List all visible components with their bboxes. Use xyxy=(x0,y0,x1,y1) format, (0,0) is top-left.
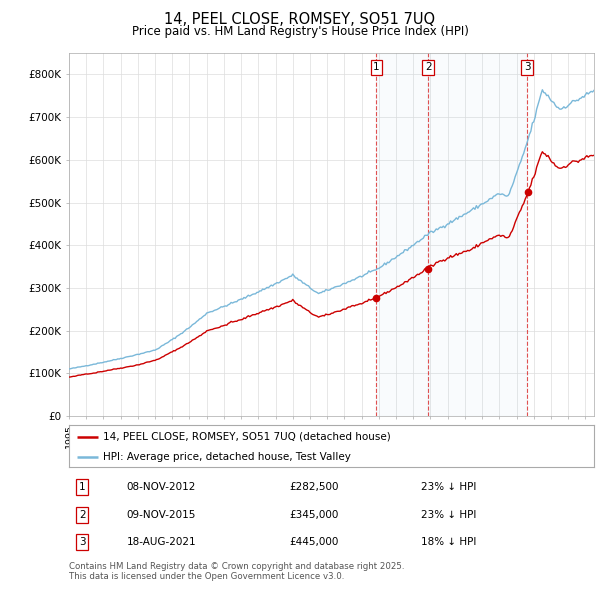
Bar xyxy=(376,53,428,416)
Text: 23% ↓ HPI: 23% ↓ HPI xyxy=(421,483,476,493)
Text: £345,000: £345,000 xyxy=(290,510,339,520)
Text: 14, PEEL CLOSE, ROMSEY, SO51 7UQ: 14, PEEL CLOSE, ROMSEY, SO51 7UQ xyxy=(164,12,436,27)
Text: 18-AUG-2021: 18-AUG-2021 xyxy=(127,537,196,547)
Text: 3: 3 xyxy=(79,537,85,547)
Text: 08-NOV-2012: 08-NOV-2012 xyxy=(127,483,196,493)
Text: 2: 2 xyxy=(79,510,85,520)
Text: 1: 1 xyxy=(79,483,85,493)
Text: 3: 3 xyxy=(524,62,530,72)
Text: 2: 2 xyxy=(425,62,431,72)
Text: 18% ↓ HPI: 18% ↓ HPI xyxy=(421,537,476,547)
Text: HPI: Average price, detached house, Test Valley: HPI: Average price, detached house, Test… xyxy=(103,452,351,461)
Text: 09-NOV-2015: 09-NOV-2015 xyxy=(127,510,196,520)
Text: Price paid vs. HM Land Registry's House Price Index (HPI): Price paid vs. HM Land Registry's House … xyxy=(131,25,469,38)
Text: 1: 1 xyxy=(373,62,380,72)
Text: 23% ↓ HPI: 23% ↓ HPI xyxy=(421,510,476,520)
Bar xyxy=(428,53,527,416)
Text: Contains HM Land Registry data © Crown copyright and database right 2025.
This d: Contains HM Land Registry data © Crown c… xyxy=(69,562,404,581)
Text: £445,000: £445,000 xyxy=(290,537,339,547)
Text: 14, PEEL CLOSE, ROMSEY, SO51 7UQ (detached house): 14, PEEL CLOSE, ROMSEY, SO51 7UQ (detach… xyxy=(103,432,391,442)
Text: £282,500: £282,500 xyxy=(290,483,339,493)
